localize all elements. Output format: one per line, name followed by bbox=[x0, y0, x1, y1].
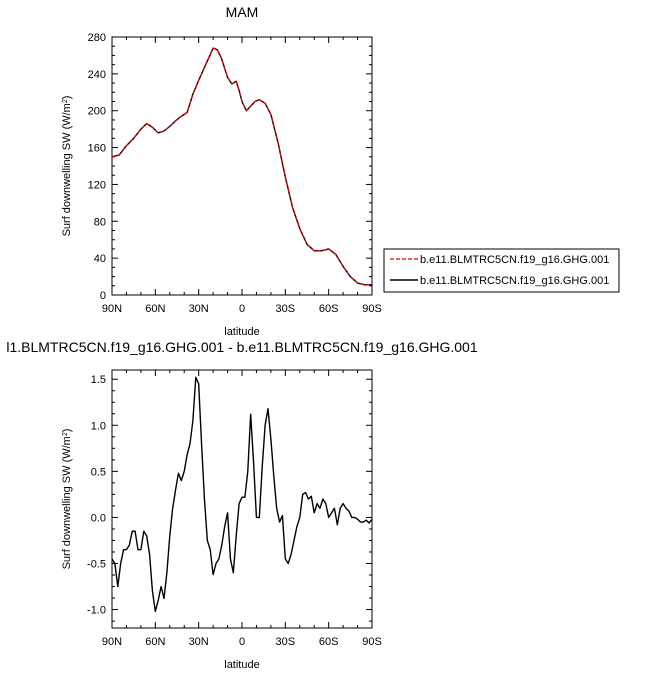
top-plot-xtick-label: 90S bbox=[362, 303, 382, 315]
top-plot-ylabel-sup: 2 bbox=[62, 99, 69, 103]
legend-label-series-2: b.e11.BLMTRC5CN.f19_g16.GHG.001 bbox=[420, 275, 609, 287]
top-plot-ylabel-close: ) bbox=[61, 96, 73, 100]
top-plot-ytick-label: 160 bbox=[88, 143, 106, 155]
top-plot-ytick-label: 280 bbox=[88, 32, 106, 44]
bottom-plot-ylabel-main: Surf downwelling SW (W/m bbox=[61, 436, 73, 569]
top-plot-xtick-label: 30S bbox=[276, 303, 296, 315]
top-plot-xtick-label: 60S bbox=[319, 303, 339, 315]
top-plot-title: MAM bbox=[226, 4, 259, 20]
bottom-plot-xlabel: latitude bbox=[224, 659, 259, 671]
top-plot-xtick-label: 0 bbox=[239, 303, 245, 315]
legend-box bbox=[383, 248, 620, 293]
bottom-plot-ytick-label: -1.0 bbox=[87, 605, 106, 617]
bottom-plot-ytick-label: 1.5 bbox=[91, 374, 106, 386]
top-plot-ytick-label: 40 bbox=[94, 253, 106, 265]
top-plot-ytick-label: 120 bbox=[88, 179, 106, 191]
bottom-plot-frame bbox=[111, 369, 373, 629]
bottom-plot-xtick-label: 30S bbox=[276, 636, 296, 648]
bottom-plot-xtick-label: 60S bbox=[319, 636, 339, 648]
top-plot-series-line-1 bbox=[111, 47, 372, 286]
top-plot-ytick-label: 0 bbox=[100, 290, 106, 302]
top-plot-xtick-label: 90N bbox=[102, 303, 122, 315]
top-plot-series-line-2 bbox=[111, 47, 372, 286]
top-plot-ytick-label: 80 bbox=[94, 216, 106, 228]
bottom-plot-ytick-label: 0.5 bbox=[91, 466, 106, 478]
bottom-plot-ytick-label: 0.0 bbox=[91, 512, 106, 524]
bottom-plot-ylabel: Surf downwelling SW (W/m2) bbox=[61, 429, 73, 570]
top-plot-xtick-label: 30N bbox=[189, 303, 209, 315]
bottom-plot-xtick-label: 0 bbox=[239, 636, 245, 648]
bottom-plot-ylabel-close: ) bbox=[61, 429, 73, 433]
top-plot-ytick-label: 240 bbox=[88, 69, 106, 81]
top-plot-ytick-label: 200 bbox=[88, 106, 106, 118]
bottom-plot-ylabel-sup: 2 bbox=[62, 432, 69, 436]
bottom-plot-xtick-label: 90N bbox=[102, 636, 122, 648]
bottom-plot-series bbox=[111, 376, 373, 613]
bottom-plot-title: l1.BLMTRC5CN.f19_g16.GHG.001 - b.e11.BLM… bbox=[6, 339, 478, 355]
top-plot-panel: MAM 90N 60N 30N 0 30S 60S 90S 0 40 80 120 160 200 240… bbox=[61, 4, 382, 338]
bottom-plot-ticks: 90N 60N 30N 0 30S 60S 90S -1.0 -0.5 0.0 0.5 1.0 1.5 bbox=[87, 370, 382, 648]
top-plot-series bbox=[111, 47, 372, 286]
bottom-plot-ytick-label: -0.5 bbox=[87, 559, 106, 571]
bottom-plot-xtick-label: 90S bbox=[362, 636, 382, 648]
top-plot-ylabel: Surf downwelling SW (W/m2) bbox=[61, 96, 73, 237]
legend-label-series-1: b.e11.BLMTRC5CN.f19_g16.GHG.001 bbox=[420, 254, 609, 266]
bottom-plot-xtick-label: 60N bbox=[145, 636, 165, 648]
top-plot-ylabel-main: Surf downwelling SW (W/m bbox=[61, 103, 73, 236]
bottom-plot-panel: l1.BLMTRC5CN.f19_g16.GHG.001 - b.e11.BLM… bbox=[6, 339, 478, 671]
top-plot-legend: b.e11.BLMTRC5CN.f19_g16.GHG.001 b.e11.BL… bbox=[383, 248, 620, 293]
bottom-plot-series-line-1 bbox=[111, 376, 373, 613]
bottom-plot-xtick-label: 30N bbox=[189, 636, 209, 648]
bottom-plot-ytick-label: 1.0 bbox=[91, 420, 106, 432]
top-plot-xtick-label: 60N bbox=[145, 303, 165, 315]
top-plot-frame bbox=[111, 36, 373, 296]
top-plot-ticks: 90N 60N 30N 0 30S 60S 90S 0 40 80 120 160 200 240 280 bbox=[88, 32, 382, 315]
top-plot-xlabel: latitude bbox=[224, 326, 259, 338]
